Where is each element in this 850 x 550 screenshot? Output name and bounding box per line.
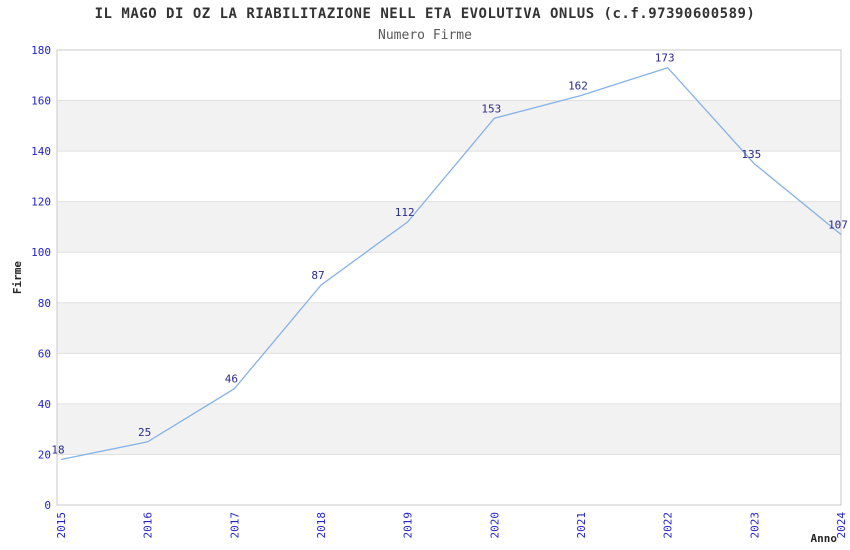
plot-band (57, 100, 841, 152)
chart-title: IL MAGO DI OZ LA RIABILITAZIONE NELL ETA… (94, 6, 756, 22)
x-axis-title: Anno (811, 532, 838, 545)
x-tick-label: 2023 (748, 512, 761, 539)
plot-band (57, 151, 841, 202)
x-tick-label: 2019 (402, 512, 415, 539)
plot-band (57, 302, 841, 354)
plot-band (57, 353, 841, 404)
x-tick-label: 2022 (662, 512, 675, 539)
y-tick-label: 120 (31, 196, 51, 209)
plot-band (57, 454, 841, 505)
x-tick-label: 2021 (575, 512, 588, 539)
data-point-label: 46 (225, 373, 238, 386)
data-point-label: 107 (828, 219, 848, 232)
plot-border (56, 49, 842, 506)
x-tick-label: 2016 (142, 512, 155, 539)
plot-band (57, 50, 841, 101)
plot-band (57, 252, 841, 303)
data-point-label: 25 (138, 426, 151, 439)
x-tick-label: 2024 (835, 512, 848, 539)
chart-subtitle: Numero Firme (378, 28, 472, 43)
x-tick-label: 2018 (315, 512, 328, 539)
data-point-label: 135 (741, 148, 761, 161)
y-tick-label: 40 (38, 398, 51, 411)
data-point-label: 162 (568, 80, 588, 93)
x-tick-label: 2015 (55, 512, 68, 539)
y-tick-label: 140 (31, 145, 51, 158)
y-tick-label: 180 (31, 44, 51, 57)
y-tick-label: 20 (38, 448, 51, 461)
plot-band (57, 201, 841, 253)
data-line (60, 66, 842, 461)
x-tick-label: 2017 (228, 512, 241, 539)
y-tick-label: 60 (38, 347, 51, 360)
y-tick-label: 0 (44, 499, 51, 512)
x-tick-label: 2020 (488, 512, 501, 539)
y-axis-title: Firme (11, 261, 24, 294)
data-point-label: 112 (395, 206, 415, 219)
y-tick-label: 160 (31, 95, 51, 108)
data-point-label: 18 (51, 444, 64, 457)
plot-band (57, 403, 841, 455)
y-tick-label: 80 (38, 297, 51, 310)
data-point-label: 153 (481, 102, 501, 115)
data-point-label: 87 (311, 269, 324, 282)
y-tick-label: 100 (31, 246, 51, 259)
data-point-label: 173 (655, 52, 675, 65)
